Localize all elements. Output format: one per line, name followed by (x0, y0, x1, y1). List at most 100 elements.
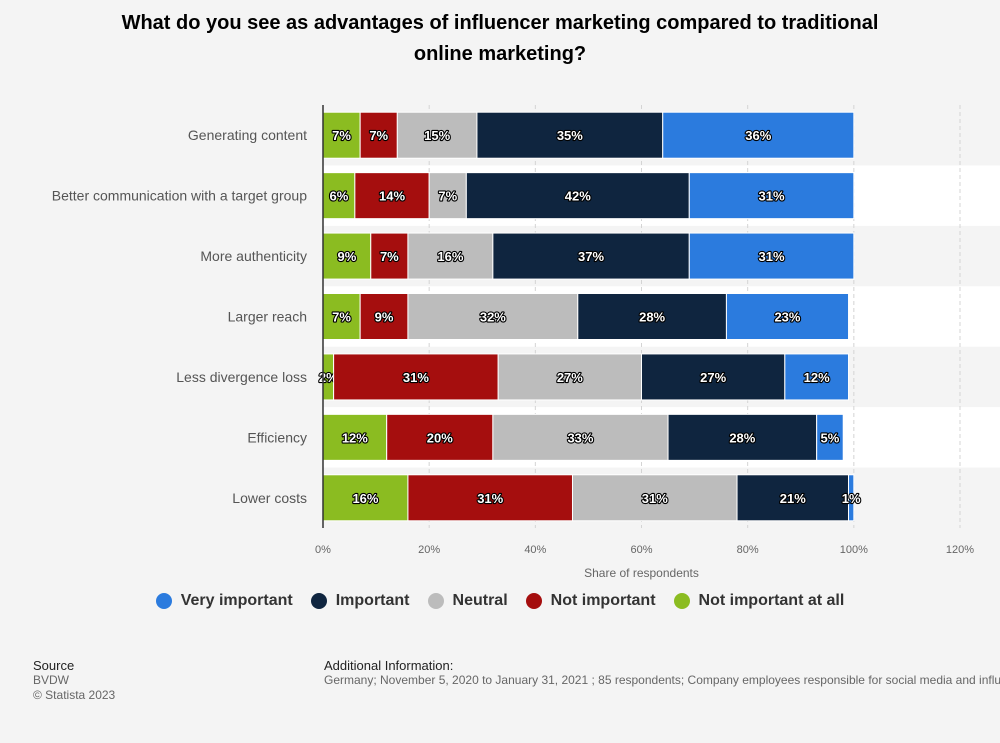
data-label: 35% (557, 128, 583, 143)
x-tick-label: 100% (840, 544, 868, 556)
data-label: 7% (332, 310, 351, 325)
bar-segment (497, 353, 642, 401)
chart-legend: Very important Important Neutral Not import… (0, 592, 1000, 610)
category-label: Larger reach (228, 309, 307, 325)
category-label: Better communication with a target group (52, 188, 307, 204)
data-label: 12% (804, 370, 830, 385)
bar-segment (688, 232, 855, 280)
legend-item[interactable]: Neutral (427, 592, 508, 610)
bar-segment (322, 293, 361, 340)
legend-dot-icon (673, 593, 690, 609)
data-label: 14% (379, 189, 405, 204)
legend-item[interactable]: Very important (155, 592, 293, 610)
data-label: 42% (565, 189, 591, 204)
bar-segment (688, 172, 855, 220)
bar-segment (359, 293, 409, 340)
bar-segment (407, 232, 494, 280)
bar-segment (370, 232, 409, 280)
bar-segment (667, 413, 818, 461)
data-label: 28% (729, 430, 755, 445)
data-label: 36% (745, 128, 771, 143)
legend-label: Neutral (452, 592, 508, 609)
bar-segment (641, 353, 786, 401)
legend-item[interactable]: Important (310, 592, 410, 610)
data-label: 9% (337, 249, 356, 264)
data-label: 5% (821, 430, 840, 445)
data-label: 21% (780, 491, 806, 506)
bar-segment (577, 293, 727, 340)
bar-segment (407, 474, 573, 522)
data-label: 31% (403, 370, 429, 385)
additional-info-text: Germany; November 5, 2020 to January 31,… (324, 673, 1000, 687)
data-label: 16% (352, 491, 378, 506)
bar-segment (322, 172, 356, 220)
data-label: 7% (369, 128, 388, 143)
data-label: 7% (380, 249, 399, 264)
additional-info-title: Additional Information: (324, 658, 454, 673)
x-tick-label: 120% (946, 544, 974, 556)
additional-info-block: Additional Information: Germany; Novembe… (324, 658, 1000, 688)
data-label: 27% (557, 370, 583, 385)
bar-segment (465, 172, 690, 220)
x-axis-title: Share of respondents (584, 566, 699, 580)
bar-segment (476, 111, 664, 159)
data-label: 15% (424, 128, 450, 143)
bar-segment (386, 413, 494, 461)
data-label: 31% (477, 491, 503, 506)
data-label: 1% (842, 491, 861, 506)
category-label: More authenticity (200, 248, 307, 264)
chart-title-line-2: online marketing? (413, 43, 587, 65)
legend-item[interactable]: Not important (525, 592, 656, 610)
legend-label: Very important (180, 592, 293, 609)
legend-dot-icon (427, 593, 444, 609)
data-label: 32% (480, 310, 506, 325)
bar-segment (736, 474, 850, 522)
bar-segment (725, 293, 850, 340)
x-tick-label: 40% (524, 544, 546, 556)
x-tick-label: 60% (630, 544, 652, 556)
data-label: 33% (567, 430, 593, 445)
x-tick-label: 80% (737, 544, 759, 556)
x-tick-label: 0% (315, 544, 331, 556)
data-label: 31% (759, 189, 785, 204)
legend-label: Important (335, 592, 410, 609)
legend-label: Not important (550, 592, 656, 609)
x-tick-label: 20% (418, 544, 440, 556)
legend-dot-icon (155, 593, 172, 609)
stacked-bar-chart: 0% 20% 40% 60% 80% 100% 120% Generating content… (52, 105, 1000, 580)
bar-segment (492, 413, 669, 461)
category-label: Less divergence loss (176, 369, 307, 385)
legend-item[interactable]: Not important at all (673, 592, 845, 610)
data-label: 23% (774, 310, 800, 325)
data-label: 16% (437, 249, 463, 264)
data-label: 7% (438, 189, 457, 204)
source-name: BVDW (33, 673, 69, 687)
chart-title-line-1: What do you see as advantages of influen… (121, 12, 879, 34)
bar-segment (354, 172, 430, 220)
data-label: 9% (375, 310, 394, 325)
bar-segment (571, 474, 738, 522)
bar-segment (322, 413, 388, 461)
bar-segment (492, 232, 690, 280)
data-label: 27% (700, 370, 726, 385)
data-label: 31% (759, 249, 785, 264)
bar-segment (816, 413, 844, 461)
category-label: Generating content (188, 127, 307, 143)
source-title: Source (33, 658, 75, 673)
data-label: 28% (639, 310, 665, 325)
copyright-text: © Statista 2023 (33, 688, 116, 702)
category-label: Efficiency (247, 429, 307, 445)
data-label: 12% (342, 430, 368, 445)
chart-title: What do you see as advantages of influen… (0, 8, 1000, 70)
legend-dot-icon (525, 593, 542, 609)
legend-dot-icon (310, 593, 327, 609)
source-block: Source BVDW © Statista 2023 (33, 658, 115, 703)
legend-label: Not important at all (698, 592, 845, 609)
data-label: 31% (642, 491, 668, 506)
bar-segment (784, 353, 850, 401)
bar-segment (848, 474, 855, 522)
data-label: 7% (332, 128, 351, 143)
data-label: 20% (427, 430, 453, 445)
category-label: Lower costs (232, 490, 307, 506)
